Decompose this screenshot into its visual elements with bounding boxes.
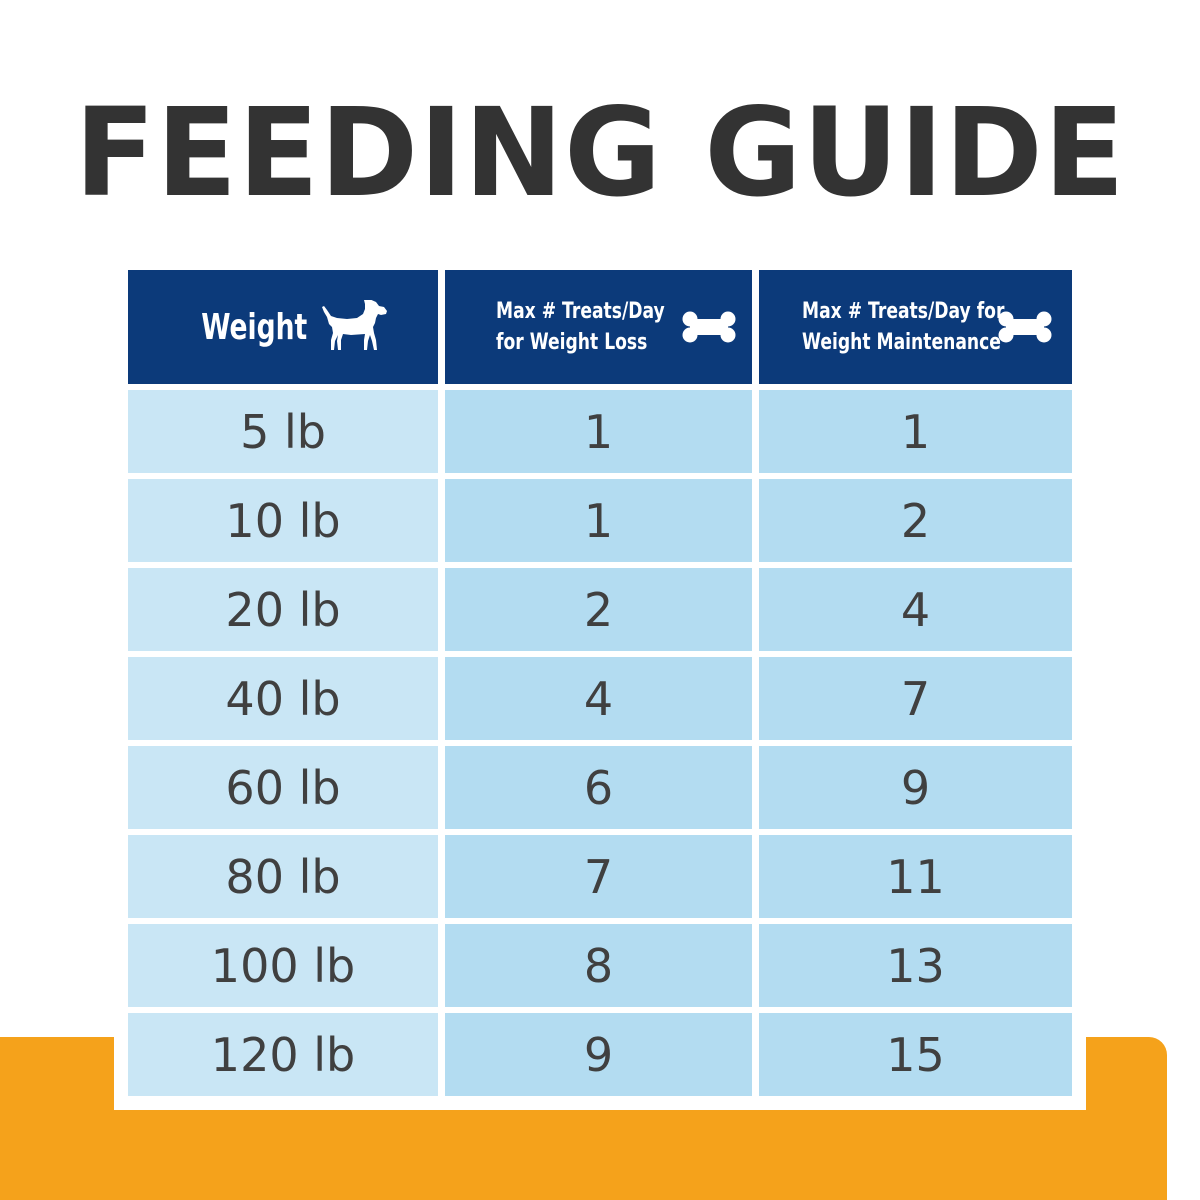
- cell-weight: 5 lb: [128, 390, 438, 473]
- dog-icon: [321, 300, 388, 354]
- header-weight: Weight: [128, 270, 438, 384]
- cell-weight: 80 lb: [128, 835, 438, 918]
- bone-icon: [998, 311, 1052, 343]
- table-row: 80 lb 7 11: [128, 835, 1072, 918]
- cell-weight-maintenance: 11: [759, 835, 1072, 918]
- cell-weight-maintenance: 9: [759, 746, 1072, 829]
- cell-weight-loss: 1: [445, 479, 752, 562]
- table-row: 40 lb 4 7: [128, 657, 1072, 740]
- table-row: 20 lb 2 4: [128, 568, 1072, 651]
- header-weight-loss-label: Max # Treats/Day for Weight Loss: [495, 299, 665, 355]
- table-row: 120 lb 9 15: [128, 1013, 1072, 1096]
- cell-weight: 40 lb: [128, 657, 438, 740]
- cell-weight-loss: 9: [445, 1013, 752, 1096]
- cell-weight: 100 lb: [128, 924, 438, 1007]
- header-weight-loss: Max # Treats/Day for Weight Loss: [445, 270, 752, 384]
- feeding-guide-table: Weight Max # Treats/Day for Weight Loss: [128, 270, 1072, 1096]
- table-row: 60 lb 6 9: [128, 746, 1072, 829]
- cell-weight: 10 lb: [128, 479, 438, 562]
- cell-weight: 60 lb: [128, 746, 438, 829]
- bone-icon: [682, 311, 736, 343]
- table-row: 5 lb 1 1: [128, 390, 1072, 473]
- cell-weight-loss: 4: [445, 657, 752, 740]
- table-row: 10 lb 1 2: [128, 479, 1072, 562]
- cell-weight-loss: 2: [445, 568, 752, 651]
- table-row: 100 lb 8 13: [128, 924, 1072, 1007]
- cell-weight-loss: 8: [445, 924, 752, 1007]
- cell-weight-loss: 6: [445, 746, 752, 829]
- cell-weight-maintenance: 2: [759, 479, 1072, 562]
- cell-weight-maintenance: 7: [759, 657, 1072, 740]
- cell-weight-maintenance: 1: [759, 390, 1072, 473]
- cell-weight-maintenance: 15: [759, 1013, 1072, 1096]
- header-weight-label: Weight: [201, 306, 308, 348]
- page-title: FEEDING GUIDE: [74, 82, 1126, 224]
- cell-weight-loss: 1: [445, 390, 752, 473]
- cell-weight: 20 lb: [128, 568, 438, 651]
- cell-weight-loss: 7: [445, 835, 752, 918]
- table-header-row: Weight Max # Treats/Day for Weight Loss: [128, 270, 1072, 384]
- header-weight-maintenance: Max # Treats/Day for Weight Maintenance: [759, 270, 1072, 384]
- cell-weight: 120 lb: [128, 1013, 438, 1096]
- cell-weight-maintenance: 4: [759, 568, 1072, 651]
- header-weight-maintenance-label: Max # Treats/Day for Weight Maintenance: [801, 299, 1004, 355]
- cell-weight-maintenance: 13: [759, 924, 1072, 1007]
